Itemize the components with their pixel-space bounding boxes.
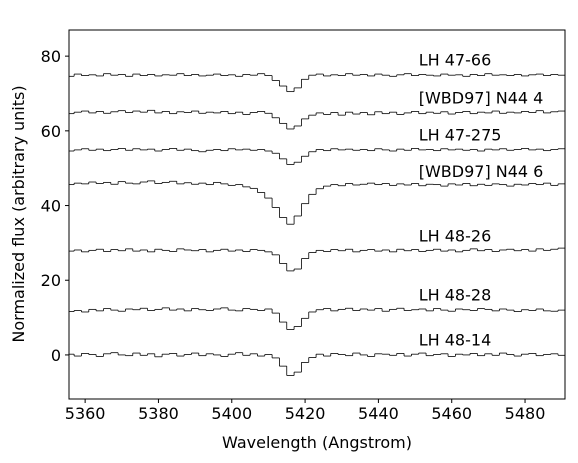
x-tick-label: 5360	[65, 404, 106, 423]
x-tick-label: 5380	[138, 404, 179, 423]
spectrum-riser	[73, 352, 559, 376]
spectrum-label: [WBD97] N44 4	[419, 88, 544, 107]
spectrum-label: [WBD97] N44 6	[419, 162, 544, 181]
spectrum-riser	[73, 73, 559, 92]
spectrum-label: LH 47-275	[419, 125, 502, 144]
x-tick-label: 5480	[505, 404, 546, 423]
plot-area	[69, 73, 565, 376]
x-tick-label: 5460	[431, 404, 472, 423]
x-axis-label: Wavelength (Angstrom)	[222, 433, 412, 452]
spectrum-label: LH 47-66	[419, 51, 492, 70]
x-tick-label: 5420	[285, 404, 326, 423]
y-tick-label: 40	[41, 197, 61, 216]
spectrum-label: LH 48-26	[419, 226, 492, 245]
spectrum-riser	[73, 248, 559, 271]
x-tick-label: 5440	[358, 404, 399, 423]
y-axis-label: Normalized flux (arbitrary units)	[9, 85, 28, 342]
spectrum-riser	[73, 148, 559, 165]
y-tick-label: 0	[51, 346, 61, 365]
spectrum-riser	[73, 110, 559, 129]
spectrum-label: LH 48-28	[419, 286, 492, 305]
y-tick-label: 60	[41, 122, 61, 141]
spectrum-riser	[73, 307, 559, 330]
spectrum-riser	[73, 180, 559, 225]
spectrum-label: LH 48-14	[419, 331, 492, 350]
x-tick-label: 5400	[211, 404, 252, 423]
axes-frame	[68, 29, 566, 400]
y-tick-label: 20	[41, 271, 61, 290]
y-tick-label: 80	[41, 47, 61, 66]
